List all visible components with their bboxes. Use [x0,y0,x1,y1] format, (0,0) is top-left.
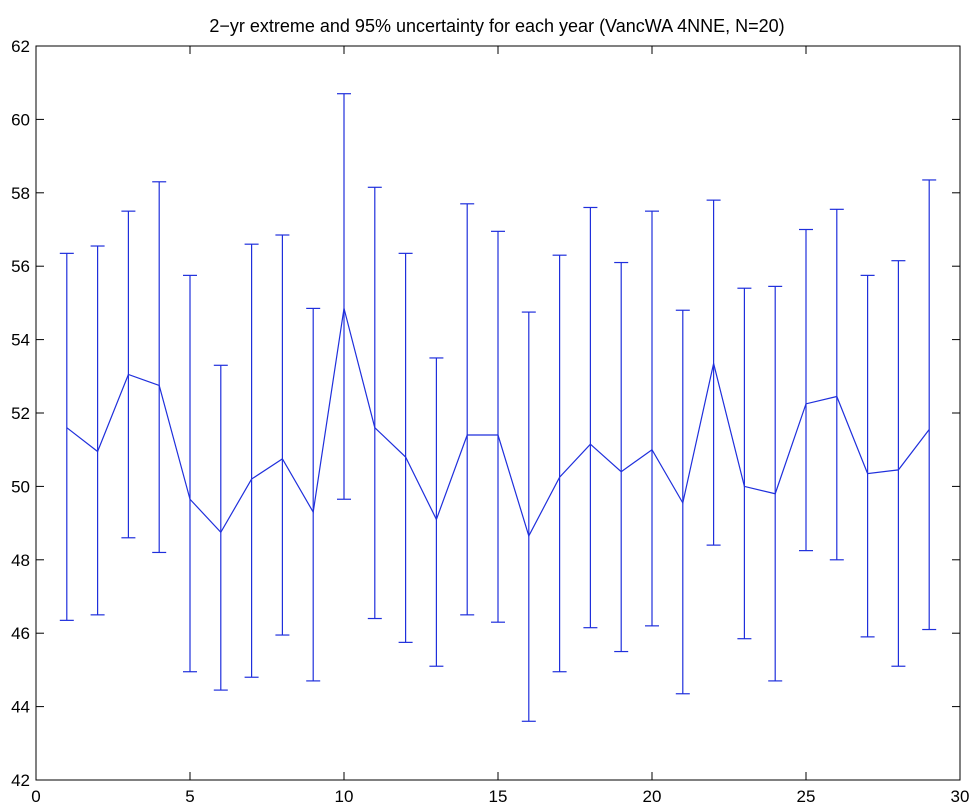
x-tick-label: 5 [185,787,194,806]
error-bar [275,234,290,636]
y-tick-label: 48 [11,551,30,570]
error-bar [891,260,906,667]
error-bar [429,357,444,667]
error-bar [152,181,167,554]
y-tick-label: 42 [11,771,30,790]
y-tick-label: 54 [11,331,30,350]
x-tick-label: 15 [489,787,508,806]
y-tick-label: 58 [11,184,30,203]
y-tick-label: 52 [11,404,30,423]
error-bar [183,274,197,673]
error-bar [367,186,382,620]
error-bar [213,364,228,691]
error-bar [645,210,659,627]
error-bar [306,307,321,682]
x-tick-label: 20 [643,787,662,806]
y-tick-label: 44 [11,698,30,717]
error-bar [337,93,351,500]
y-tick-label: 60 [11,110,30,129]
x-tick-label: 10 [335,787,354,806]
error-bar [737,287,752,640]
error-bar [460,203,475,616]
error-bar [706,199,721,546]
series-line [66,308,930,538]
error-bar [90,245,105,616]
error-bar [552,254,567,673]
x-tick-label: 30 [951,787,970,806]
x-tick-label: 0 [31,787,40,806]
error-bar [398,252,413,643]
error-bar [768,285,783,682]
error-bar [244,243,259,678]
error-bar [491,230,505,623]
x-tick-label: 25 [797,787,816,806]
error-bar [59,252,74,621]
y-tick-label: 46 [11,624,30,643]
error-bar [583,206,598,629]
y-tick-label: 56 [11,257,30,276]
axis-layer: 0 5 10 15 20 25 30 42 44 46 48 50 52 54 56 58 60 62 [11,37,969,806]
y-tick-label: 62 [11,37,30,56]
error-bar [614,261,629,653]
chart-title: 2−yr extreme and 95% uncertainty for eac… [209,16,784,36]
error-bar [799,228,813,552]
error-bar [922,179,937,631]
error-bar [829,208,844,561]
error-bar [860,274,875,638]
y-tick-label: 50 [11,477,30,496]
error-bar [521,311,536,722]
series-layer [59,93,937,722]
